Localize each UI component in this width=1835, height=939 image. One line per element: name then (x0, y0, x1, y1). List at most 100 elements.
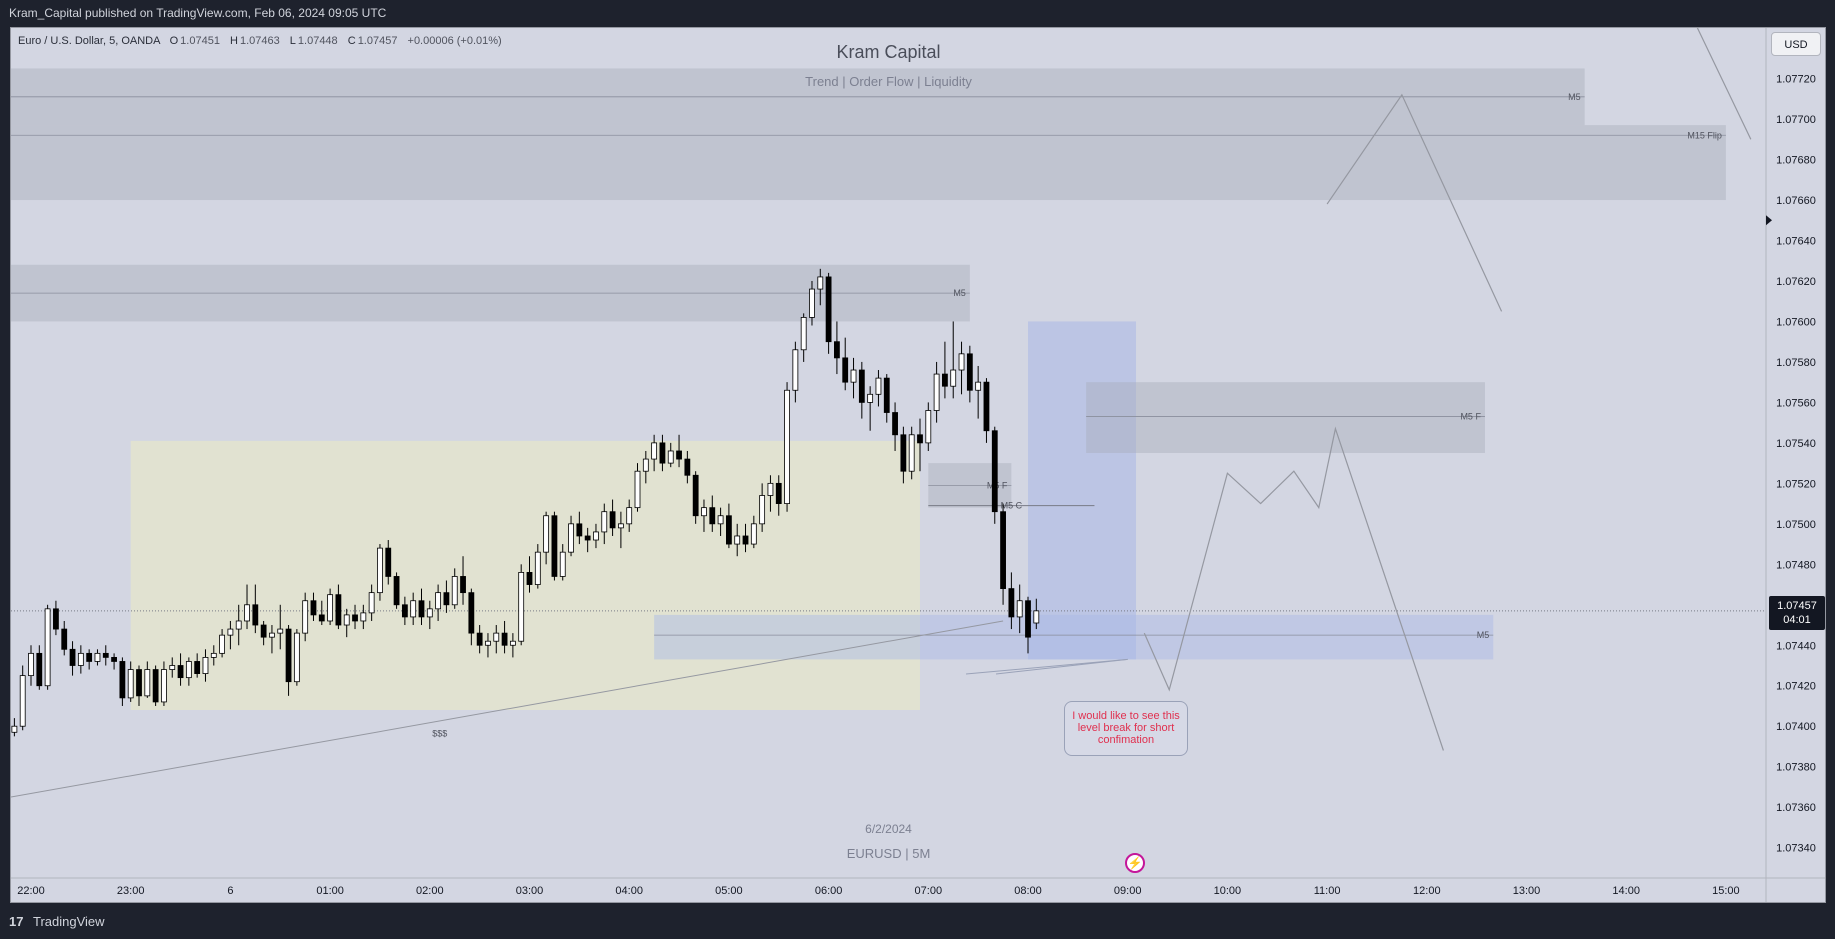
candle-body (94, 652, 101, 662)
legend-close: 1.07457 (357, 35, 398, 47)
scale-marker-icon (1766, 215, 1772, 226)
watermark-title: Kram Capital (836, 42, 941, 62)
candle-body (834, 341, 840, 359)
candle-body (152, 669, 159, 703)
candle-body (709, 507, 716, 525)
projection-upper[interactable] (1326, 93, 1503, 312)
current-price: 1.07457 (1777, 600, 1817, 612)
highlight-box[interactable] (1028, 321, 1137, 660)
legend-symbol: Euro / U.S. Dollar, 5, OANDA (18, 35, 161, 47)
price-axis[interactable] (1766, 28, 1826, 903)
candle-body (925, 410, 932, 444)
legend-low: 1.07448 (297, 35, 338, 47)
candle-body (111, 657, 117, 662)
candle-body (559, 551, 566, 577)
watermark-subtitle: Trend | Order Flow | Liquidity (805, 74, 972, 89)
time-tick: 02:00 (416, 885, 444, 897)
time-tick: 11:00 (1314, 885, 1341, 897)
currency-button[interactable]: USD (1771, 32, 1821, 56)
candle-body (717, 515, 724, 525)
price-tick: 1.07440 (1776, 640, 1816, 652)
candle-body (343, 614, 350, 626)
time-tick: 23:00 (117, 885, 145, 897)
time-tick: 04:00 (615, 885, 643, 897)
zone-m5-low-label: M5 (1477, 630, 1490, 640)
candle-body (908, 434, 915, 472)
candle-body (318, 614, 325, 622)
projection-corner[interactable] (1693, 28, 1752, 140)
candle-body (69, 648, 76, 666)
candle-body (850, 369, 857, 383)
candle-body (534, 551, 541, 585)
time-tick: 01:00 (316, 885, 344, 897)
candle-body (435, 592, 442, 610)
price-tick: 1.07600 (1776, 316, 1816, 328)
projection-lower[interactable] (1143, 426, 1444, 751)
callout-pointer (965, 658, 1128, 675)
footer-brand[interactable]: TradingView (33, 914, 105, 929)
candle-body (285, 628, 292, 683)
legend-low-label: L (289, 35, 296, 47)
candle-body (958, 353, 965, 371)
candle-body (293, 632, 300, 683)
candle-body (136, 669, 142, 697)
candle-body (767, 482, 774, 496)
candle-body (651, 442, 658, 460)
candle-body (61, 628, 68, 650)
candle-body (975, 381, 982, 391)
candle-body (792, 349, 799, 391)
zone-m5-f-right[interactable] (1086, 382, 1485, 453)
current-price-tag: 1.07457 04:01 (1769, 596, 1825, 630)
candle-body (169, 665, 176, 670)
candle-body (584, 535, 591, 541)
candle-body (568, 523, 574, 553)
candle-body (235, 620, 242, 630)
zone-m15-flip-label: M15 Flip (1687, 130, 1722, 140)
candle-body (800, 317, 807, 351)
candle-body (933, 373, 940, 411)
candle-body (991, 430, 998, 513)
publisher-text: Kram_Capital published on TradingView.co… (9, 6, 387, 20)
candle-body (219, 634, 225, 654)
candle-body (302, 600, 309, 634)
candle-body (11, 725, 18, 733)
candle-body (127, 669, 134, 699)
range-box[interactable] (130, 440, 920, 711)
candle-body (119, 661, 126, 699)
price-tick: 1.07380 (1776, 762, 1816, 774)
tradingview-logo-icon[interactable]: 17 (9, 914, 24, 929)
time-tick: 6 (227, 885, 233, 897)
legend-close-label: C (347, 35, 356, 47)
price-tick: 1.07480 (1776, 559, 1816, 571)
candle-body (726, 515, 732, 545)
candle-body (468, 592, 475, 634)
candle-body (692, 474, 699, 517)
time-tick: 07:00 (915, 885, 943, 897)
candle-body (858, 369, 865, 403)
candle-body (360, 612, 367, 622)
time-tick: 13:00 (1513, 885, 1541, 897)
candle-body (950, 369, 957, 387)
price-tick: 1.07340 (1776, 843, 1816, 855)
candle-body (194, 661, 201, 674)
liquidity-trendline[interactable] (11, 620, 1004, 798)
candle-body (659, 442, 666, 464)
candle-body (451, 576, 458, 606)
candle-body (626, 507, 633, 525)
price-tick: 1.07720 (1776, 74, 1816, 86)
callout-note[interactable]: I would like to see this level break for… (1064, 701, 1188, 756)
zone-m15-flip[interactable] (11, 125, 1726, 201)
candle-body (352, 614, 358, 622)
candle-body (202, 657, 209, 674)
footer-bar: 17 TradingView (0, 903, 1835, 939)
candle-body (227, 628, 234, 636)
price-tick: 1.07520 (1776, 478, 1816, 490)
candle-body (443, 592, 450, 606)
price-tick: 1.07540 (1776, 438, 1816, 450)
candle-body (28, 652, 34, 677)
lightning-icon[interactable]: ⚡ (1125, 853, 1145, 873)
zone-m5-low[interactable] (654, 614, 1494, 660)
